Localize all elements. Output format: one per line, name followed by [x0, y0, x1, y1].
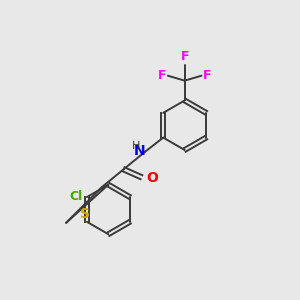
- Text: N: N: [134, 145, 146, 158]
- Text: O: O: [146, 171, 158, 185]
- Text: S: S: [80, 207, 90, 221]
- Text: Cl: Cl: [70, 190, 83, 202]
- Text: F: F: [180, 50, 189, 63]
- Text: H: H: [132, 140, 141, 151]
- Text: F: F: [158, 69, 167, 82]
- Text: F: F: [202, 69, 211, 82]
